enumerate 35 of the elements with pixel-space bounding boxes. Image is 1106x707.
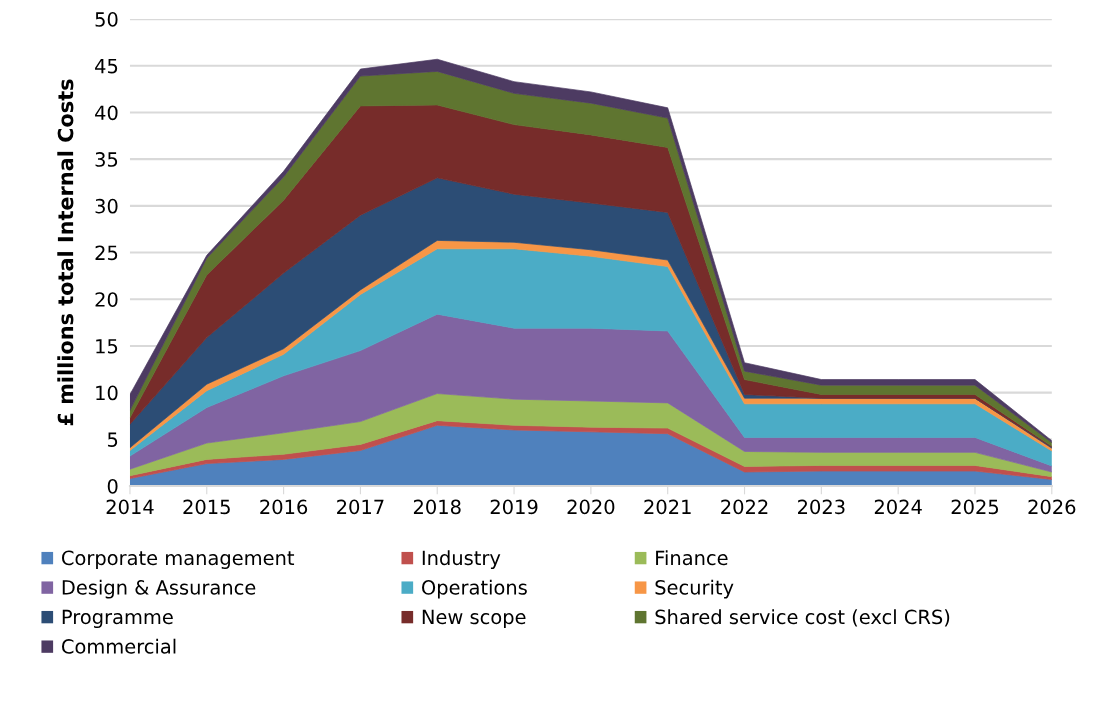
x-tick-label: 2015 (183, 499, 230, 515)
legend-label: Operations (422, 579, 527, 599)
y-axis-title: £ millions total Internal Costs (57, 79, 74, 426)
x-tick-label: 2025 (951, 499, 999, 515)
x-tick-label: 2021 (644, 499, 691, 515)
y-tick-label: 0 (107, 478, 118, 494)
legend-label: Programme (62, 609, 173, 629)
legend-label: Design & Assurance (62, 579, 256, 599)
y-tick-label: 20 (95, 292, 118, 307)
legend-label: Commercial (61, 638, 176, 654)
y-tick-label: 40 (95, 105, 118, 121)
x-tick-label: 2020 (567, 499, 615, 515)
x-tick-label: 2022 (721, 499, 768, 515)
y-tick-label: 25 (95, 245, 118, 261)
legend-label: Finance (656, 550, 728, 566)
legend-label: New scope (422, 609, 526, 629)
y-tick-label: 45 (95, 58, 118, 74)
y-tick-label: 30 (95, 198, 118, 214)
y-tick-label: 35 (95, 152, 118, 167)
legend-label: Industry (422, 550, 501, 569)
x-tick-label: 2016 (260, 499, 308, 515)
x-tick-label: 2023 (798, 499, 845, 515)
x-tick-label: 2024 (874, 499, 922, 515)
legend-label: Corporate management (61, 550, 295, 569)
x-tick-label: 2017 (337, 499, 384, 515)
x-tick-label: 2014 (106, 499, 154, 515)
y-tick-label: 5 (107, 432, 118, 447)
x-tick-label: 2026 (1028, 499, 1076, 515)
x-tick-label: 2019 (490, 499, 538, 515)
x-tick-label: 2018 (413, 499, 461, 515)
y-tick-label: 15 (96, 339, 118, 354)
legend-label: Shared service cost (excl CRS) (655, 609, 950, 627)
legend-label: Security (655, 579, 734, 599)
y-tick-label: 50 (95, 12, 118, 27)
y-tick-label: 10 (96, 385, 118, 401)
